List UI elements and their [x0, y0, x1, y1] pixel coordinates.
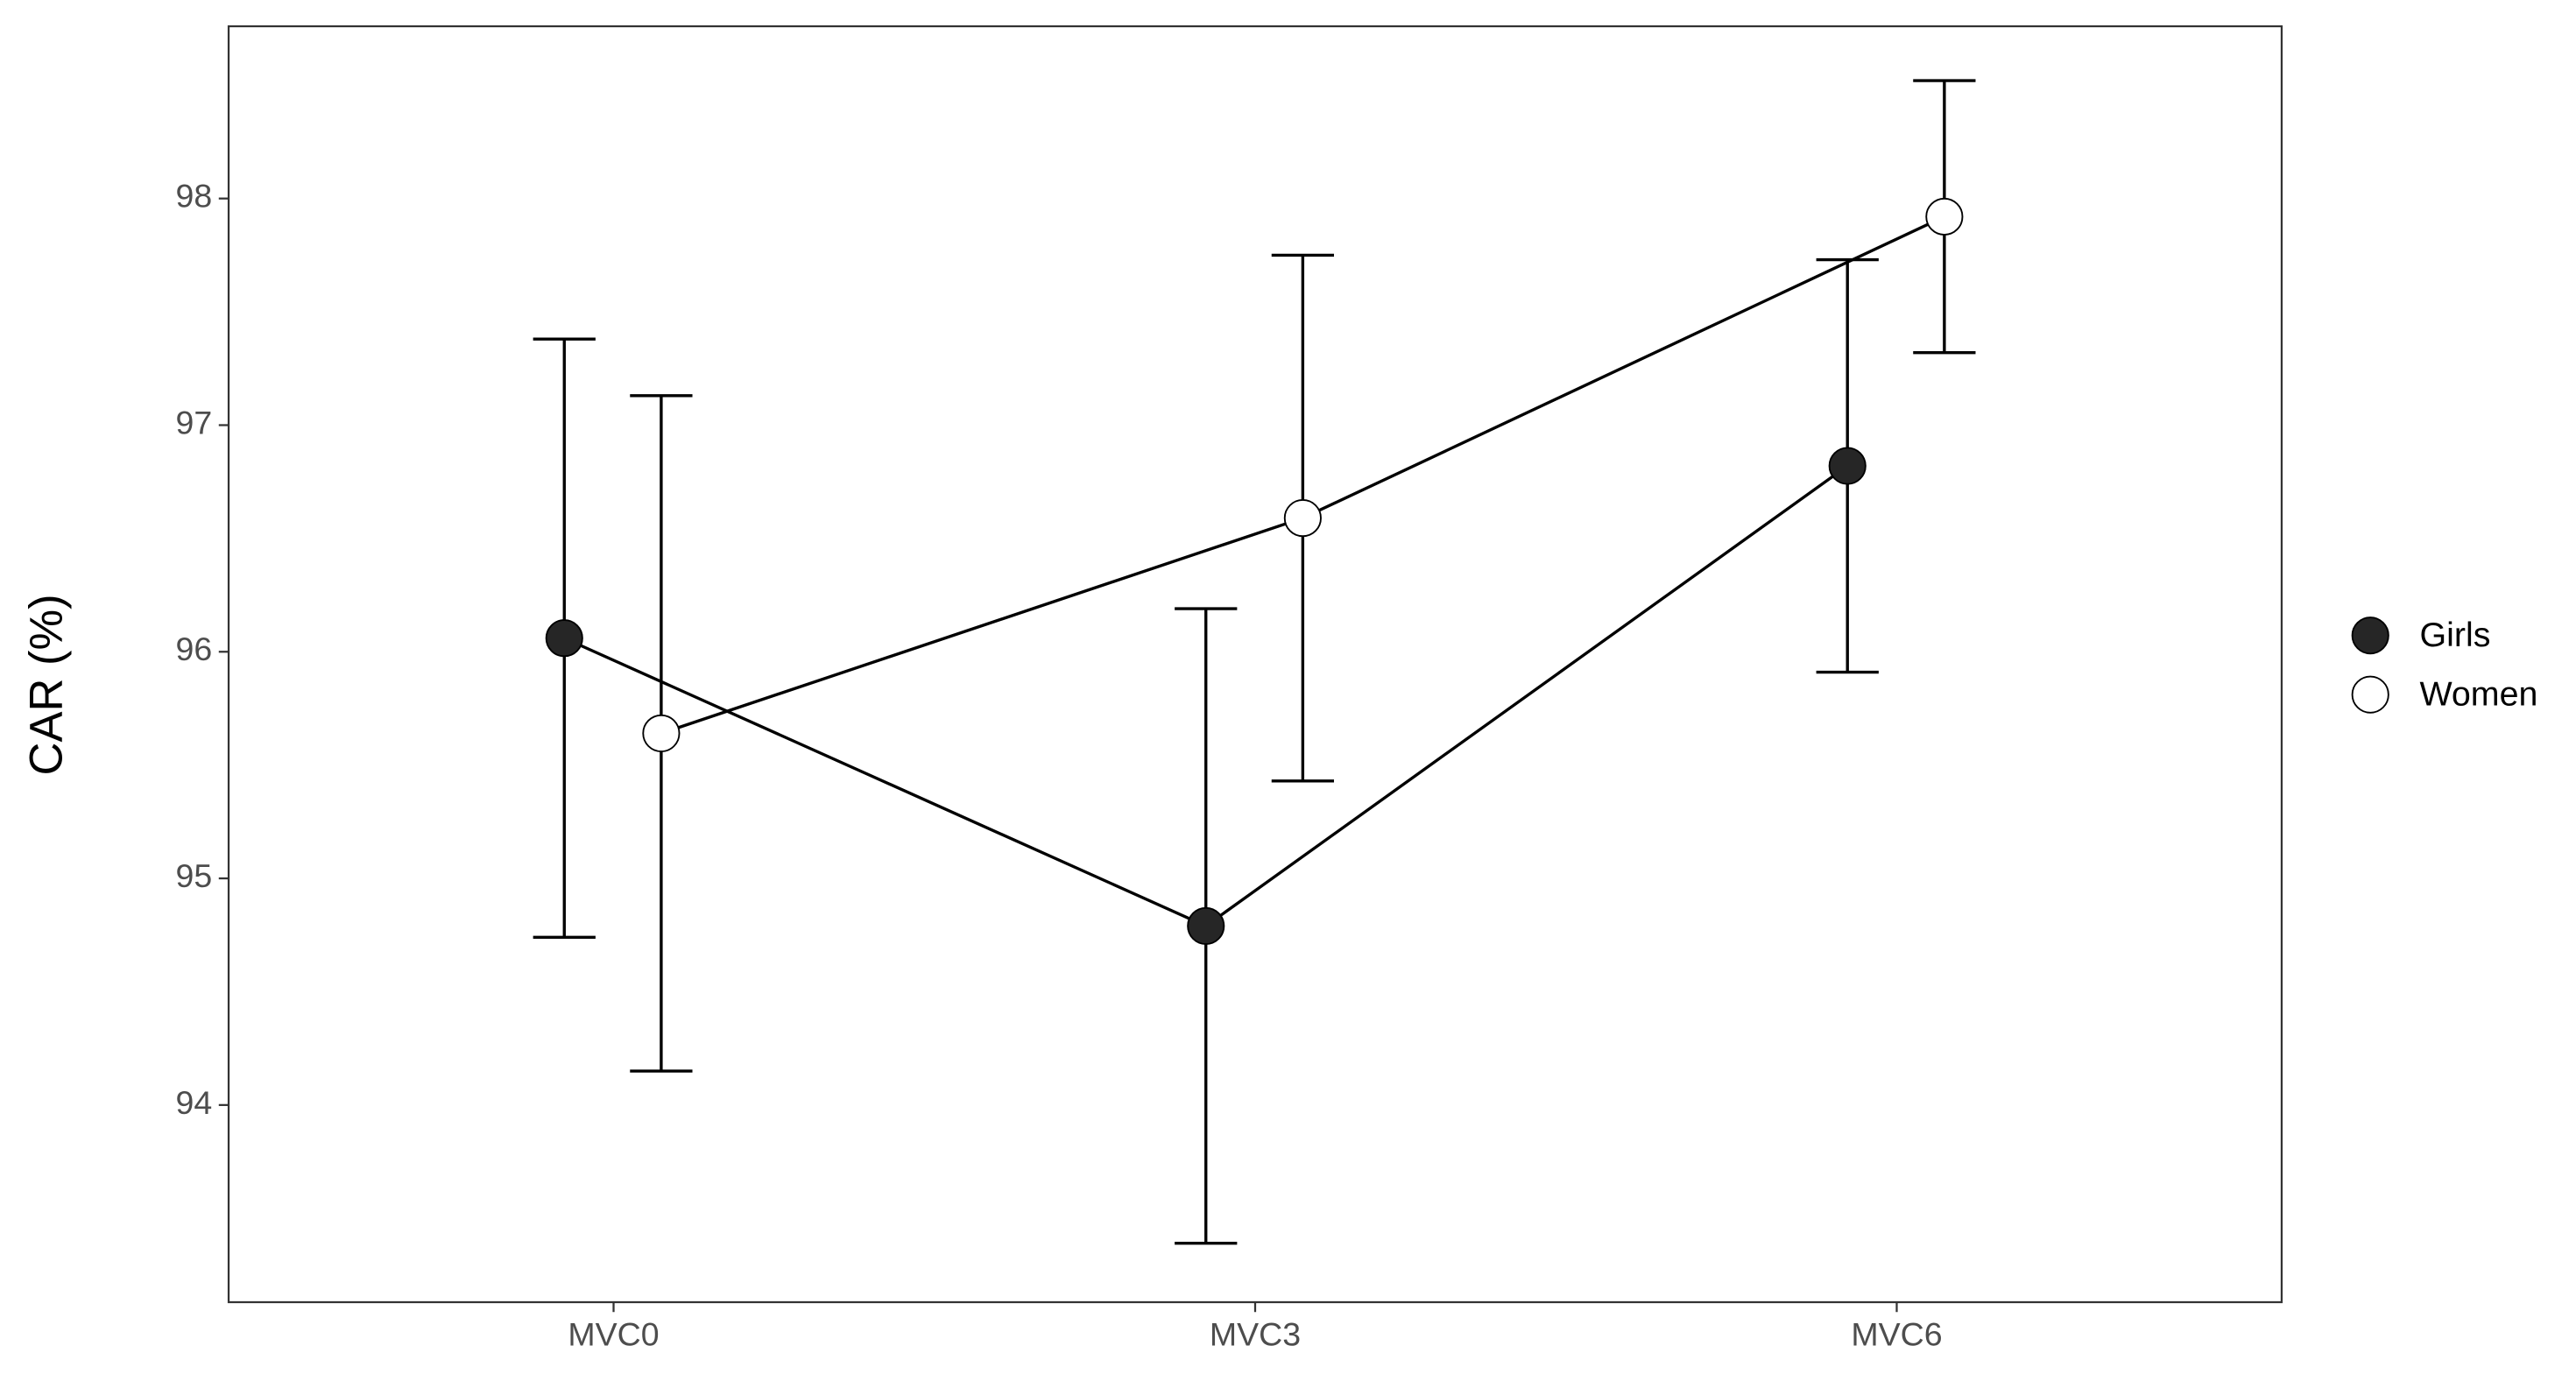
legend-key — [2351, 675, 2389, 714]
point — [1283, 499, 1322, 538]
legend-key — [2351, 617, 2389, 655]
y-tick-label: 94 — [176, 1084, 213, 1121]
x-tick-label: MVC3 — [1210, 1315, 1301, 1352]
y-axis-label: CAR (%) — [21, 594, 73, 775]
y-tick-label: 97 — [176, 404, 213, 440]
y-tick-label: 95 — [176, 857, 213, 894]
legend-label: Women — [2419, 674, 2537, 713]
point — [1187, 906, 1225, 945]
x-tick-label: MVC0 — [568, 1315, 659, 1352]
y-tick-label: 96 — [176, 631, 213, 667]
point — [1925, 197, 1964, 236]
x-tick-label: MVC6 — [1851, 1315, 1942, 1352]
point — [642, 714, 681, 752]
point — [545, 619, 583, 658]
plot-frame — [227, 25, 2283, 1304]
y-tick-label: 98 — [176, 178, 213, 215]
legend-label: Girls — [2419, 616, 2490, 654]
point — [1828, 447, 1867, 485]
